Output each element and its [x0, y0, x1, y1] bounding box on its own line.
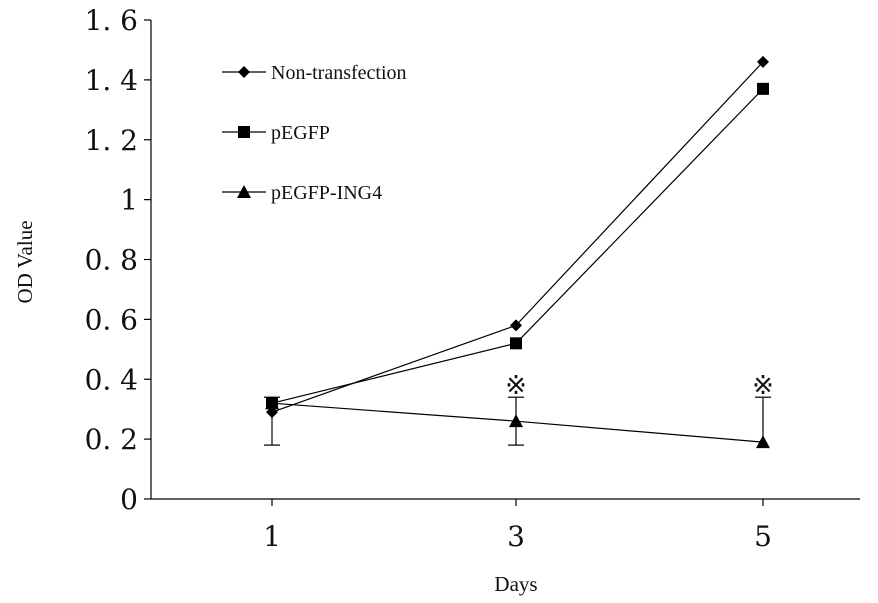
y-tick-label: 0. 2 — [85, 423, 138, 456]
legend-label-pegfp-ing4: pEGFP-ING4 — [271, 182, 382, 204]
legend-label-pegfp: pEGFP — [271, 122, 330, 144]
y-tick-label: 1. 6 — [85, 4, 138, 37]
x-tick-label: 3 — [507, 520, 525, 553]
legend-marker-non-transfection — [238, 66, 250, 78]
legend-label-non-transfection: Non-transfection — [271, 62, 407, 84]
y-axis-title: OD Value — [13, 220, 37, 303]
x-tick-label: 5 — [754, 520, 772, 553]
legend-marker-pegfp-ing4 — [237, 185, 251, 198]
series-line-non-transfection — [271, 61, 764, 413]
data-point-pegfp-ing4 — [509, 414, 523, 428]
data-point-pegfp-ing4 — [265, 396, 279, 410]
y-tick-label: 1. 4 — [85, 64, 138, 97]
significance-marker: ※ — [752, 371, 774, 401]
y-tick-label: 0. 6 — [85, 303, 138, 336]
y-tick-label: 0. 8 — [85, 244, 138, 277]
significance-marker: ※ — [505, 371, 527, 401]
y-tick-label: 1 — [120, 184, 138, 217]
data-point-pegfp — [510, 337, 522, 350]
y-tick-label: 0. 4 — [85, 363, 138, 396]
y-tick-label: 0 — [120, 483, 138, 516]
data-point-non-transfection — [757, 55, 769, 68]
x-axis-title: Days — [494, 572, 537, 596]
series-line-pegfp — [271, 88, 764, 404]
y-tick-label: 1. 2 — [85, 124, 138, 157]
data-point-non-transfection — [510, 319, 522, 332]
legend-marker-pegfp — [238, 126, 250, 138]
data-point-pegfp — [757, 82, 769, 95]
x-tick-label: 1 — [263, 520, 281, 553]
significance-annotations: ※ ※ — [505, 371, 774, 401]
tick-labels: 0 0. 2 0. 4 0. 6 0. 8 1 1. 2 1. 4 1. 6 1 3 5 — [85, 4, 772, 553]
axes — [144, 19, 860, 506]
legend: Non-transfection pEGFP pEGFP-ING4 — [222, 62, 407, 204]
data-markers — [265, 55, 770, 449]
data-point-pegfp-ing4 — [756, 435, 770, 449]
